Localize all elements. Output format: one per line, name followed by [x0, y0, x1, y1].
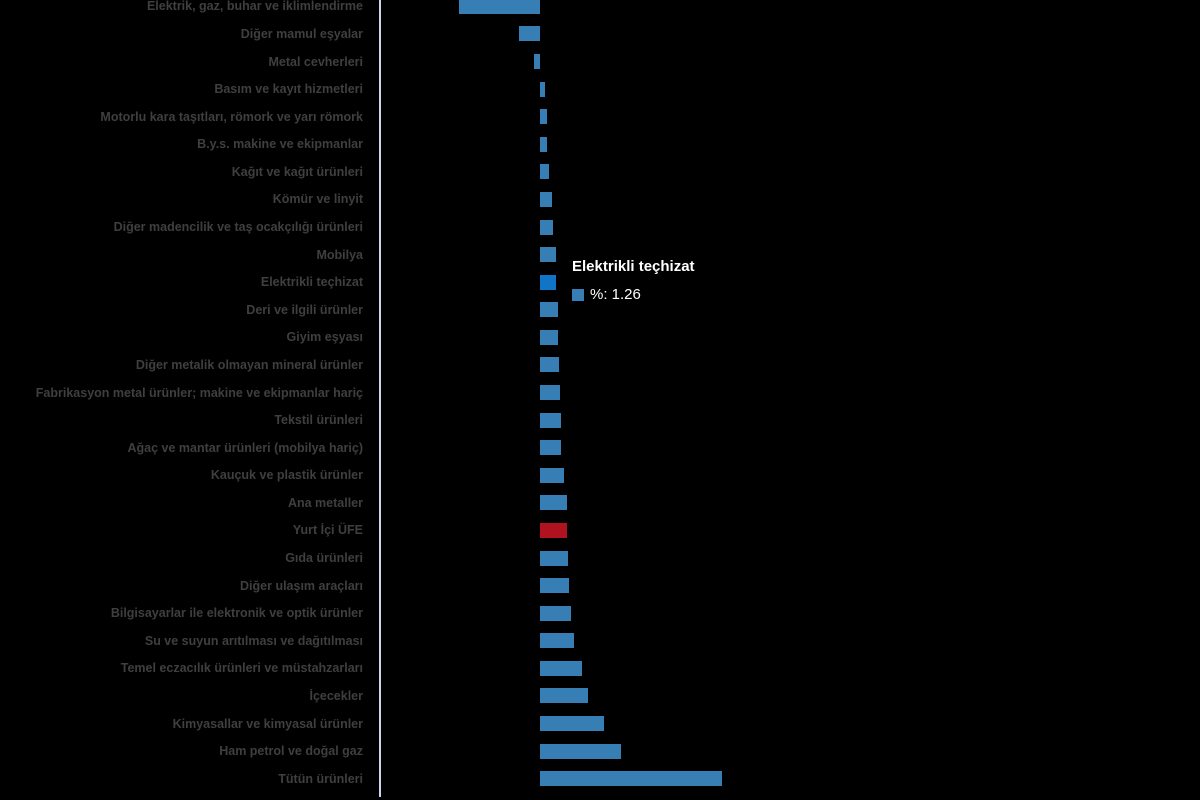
chart-row: Giyim eşyası — [0, 324, 1200, 352]
bar[interactable] — [540, 605, 571, 621]
chart-row: Su ve suyun arıtılması ve dağıtılması — [0, 627, 1200, 655]
bar[interactable] — [540, 633, 574, 649]
chart-row: Metal cevherleri — [0, 48, 1200, 76]
tooltip-title: Elektrikli teçhizat — [572, 258, 695, 275]
category-label: Elektrikli teçhizat — [260, 275, 363, 290]
category-label: Motorlu kara taşıtları, römork ve yarı r… — [100, 109, 363, 124]
bar-hovered[interactable] — [540, 274, 557, 290]
category-label: Diğer madencilik ve taş ocakçılığı ürünl… — [113, 220, 363, 235]
bar[interactable] — [540, 247, 556, 263]
category-label: Deri ve ilgili ürünler — [246, 302, 363, 317]
category-label: Kimyasallar ve kimyasal ürünler — [172, 716, 363, 731]
bar[interactable] — [540, 578, 569, 594]
chart-row: Motorlu kara taşıtları, römork ve yarı r… — [0, 103, 1200, 131]
category-label: Elektrik, gaz, buhar ve iklimlendirme — [146, 0, 363, 14]
bar[interactable] — [540, 164, 549, 180]
category-label: B.y.s. makine ve ekipmanlar — [197, 137, 363, 152]
bar[interactable] — [540, 357, 560, 373]
chart-row: İçecekler — [0, 682, 1200, 710]
category-label: Kauçuk ve plastik ürünler — [210, 468, 363, 483]
bar[interactable] — [540, 716, 604, 732]
category-label: Giyim eşyası — [286, 330, 363, 345]
category-label: Diğer metalik olmayan mineral ürünler — [135, 357, 363, 372]
tooltip-value: %: 1.26 — [590, 286, 641, 303]
bar[interactable] — [519, 26, 540, 42]
chart-row: Bilgisayarlar ile elektronik ve optik ür… — [0, 599, 1200, 627]
bar[interactable] — [540, 550, 568, 566]
bar[interactable] — [540, 219, 553, 235]
chart-row: Mobilya — [0, 241, 1200, 269]
category-label: Ana metaller — [287, 495, 363, 510]
category-label: Temel eczacılık ürünleri ve müstahzarlar… — [120, 661, 363, 676]
chart-row: Yurt İçi ÜFE — [0, 517, 1200, 545]
bar[interactable] — [458, 0, 540, 14]
bar[interactable] — [540, 522, 568, 538]
category-label: Kağıt ve kağıt ürünleri — [231, 164, 363, 179]
category-label: Basım ve kayıt hizmetleri — [214, 82, 363, 97]
chart-row: Kimyasallar ve kimyasal ürünler — [0, 710, 1200, 738]
tooltip-series-swatch-icon — [572, 289, 584, 301]
bar[interactable] — [540, 495, 568, 511]
chart-row: Elektrik, gaz, buhar ve iklimlendirme — [0, 0, 1200, 20]
chart-row: Diğer mamul eşyalar — [0, 20, 1200, 48]
bar[interactable] — [540, 660, 583, 676]
category-label: Mobilya — [316, 247, 363, 262]
category-label: Yurt İçi ÜFE — [292, 523, 363, 538]
bar[interactable] — [540, 136, 548, 152]
bar[interactable] — [540, 81, 546, 97]
category-label: Diğer ulaşım araçları — [240, 578, 363, 593]
chart-row: Ağaç ve mantar ürünleri (mobilya hariç) — [0, 434, 1200, 462]
chart-row: Kömür ve linyit — [0, 186, 1200, 214]
category-label: Metal cevherleri — [268, 54, 364, 69]
bar[interactable] — [540, 385, 561, 401]
chart-row: Kauçuk ve plastik ürünler — [0, 462, 1200, 490]
bar[interactable] — [540, 440, 562, 456]
chart-row: Temel eczacılık ürünleri ve müstahzarlar… — [0, 655, 1200, 683]
bar[interactable] — [540, 743, 621, 759]
bar[interactable] — [540, 191, 553, 207]
bar[interactable] — [540, 688, 588, 704]
category-label: Tütün ürünleri — [278, 771, 363, 786]
chart-row: Elektrikli teçhizat — [0, 268, 1200, 296]
bar[interactable] — [540, 771, 722, 787]
chart-row: Basım ve kayıt hizmetleri — [0, 75, 1200, 103]
tooltip: Elektrikli teçhizat %: 1.26 — [572, 259, 695, 302]
bar[interactable] — [540, 302, 558, 318]
chart-row: Ham petrol ve doğal gaz — [0, 737, 1200, 765]
bar[interactable] — [540, 109, 547, 125]
y-axis-line — [379, 0, 381, 797]
chart-row: Tekstil ürünleri — [0, 406, 1200, 434]
category-label: İçecekler — [309, 688, 363, 703]
category-label: Ağaç ve mantar ürünleri (mobilya hariç) — [127, 440, 364, 455]
category-label: Gıda ürünleri — [285, 551, 363, 566]
chart-row: Fabrikasyon metal ürünler; makine ve eki… — [0, 379, 1200, 407]
category-label: Kömür ve linyit — [272, 192, 363, 207]
bar[interactable] — [540, 329, 559, 345]
category-label: Su ve suyun arıtılması ve dağıtılması — [144, 633, 363, 648]
category-label: Ham petrol ve doğal gaz — [219, 744, 363, 759]
chart-row: Diğer madencilik ve taş ocakçılığı ürünl… — [0, 213, 1200, 241]
bar[interactable] — [540, 412, 562, 428]
category-label: Tekstil ürünleri — [274, 413, 363, 428]
chart-row: Kağıt ve kağıt ürünleri — [0, 158, 1200, 186]
tooltip-value-row: %: 1.26 — [572, 286, 695, 303]
chart-row: B.y.s. makine ve ekipmanlar — [0, 130, 1200, 158]
chart-row: Diğer ulaşım araçları — [0, 572, 1200, 600]
chart-row: Deri ve ilgili ürünler — [0, 296, 1200, 324]
category-label: Bilgisayarlar ile elektronik ve optik ür… — [110, 606, 363, 621]
bar[interactable] — [534, 54, 540, 69]
chart-row: Ana metaller — [0, 489, 1200, 517]
category-label: Fabrikasyon metal ürünler; makine ve eki… — [35, 385, 363, 400]
category-label: Diğer mamul eşyalar — [240, 26, 363, 41]
bar[interactable] — [540, 467, 565, 483]
chart-row: Diğer metalik olmayan mineral ürünler — [0, 351, 1200, 379]
chart-row: Tütün ürünleri — [0, 765, 1200, 793]
chart-row: Gıda ürünleri — [0, 544, 1200, 572]
